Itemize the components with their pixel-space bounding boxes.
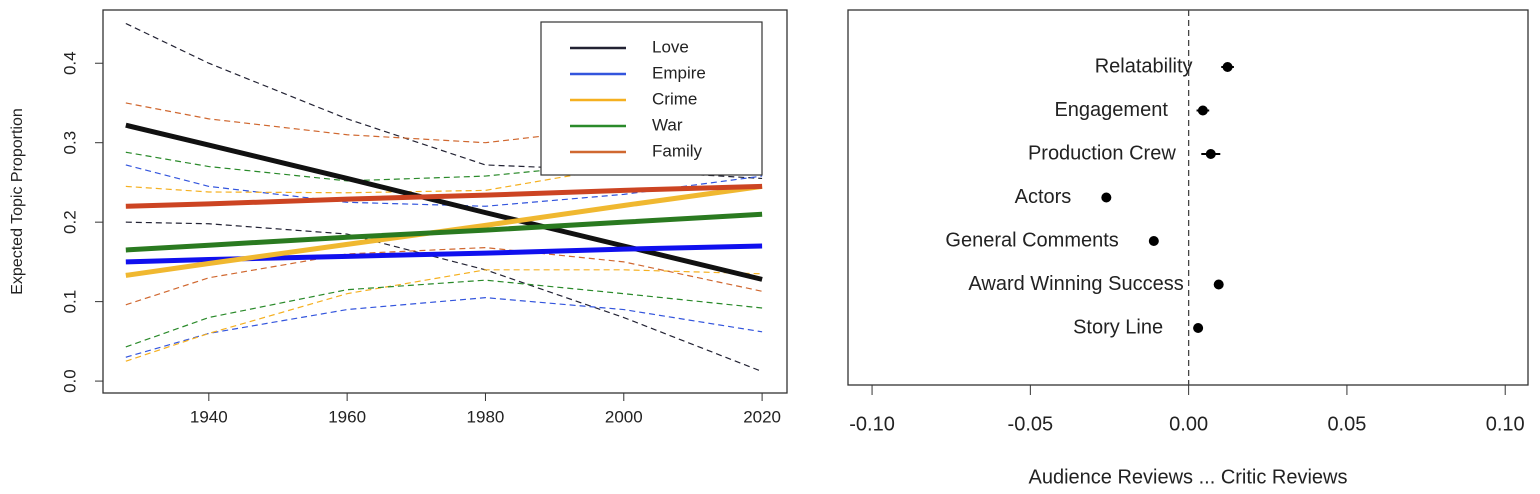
x-tick-label: 0.00 <box>1169 413 1208 435</box>
confidence-band <box>125 221 763 373</box>
category-label: Relatability <box>1095 55 1193 77</box>
point <box>1148 236 1159 246</box>
y-axis-title: Expected Topic Proportion <box>9 108 26 294</box>
confidence-band <box>125 297 763 358</box>
x-tick-label: 2000 <box>605 407 643 426</box>
y-tick-label: 0.4 <box>60 51 79 75</box>
category-label: Story Line <box>1073 316 1163 338</box>
category-label: Production Crew <box>1028 142 1176 164</box>
x-tick-label: 1980 <box>467 407 505 426</box>
x-tick-label: 1940 <box>190 407 228 426</box>
point <box>1197 105 1208 116</box>
legend-label: Empire <box>652 63 706 82</box>
legend-label: Family <box>652 141 703 160</box>
x-axis-title: Audience Reviews ... Critic Reviews <box>1029 466 1348 488</box>
confidence-band <box>125 269 763 362</box>
x-tick-label: -0.05 <box>1008 413 1054 435</box>
y-tick-label: 0.1 <box>60 290 79 314</box>
x-tick-label: 2020 <box>743 407 781 426</box>
y-tick-label: 0.0 <box>60 369 79 393</box>
series-line <box>125 243 763 265</box>
point <box>1213 279 1224 290</box>
point <box>1193 323 1204 333</box>
point <box>1222 62 1233 72</box>
plot-frame <box>102 9 788 394</box>
confidence-band <box>125 22 763 180</box>
category-label: Actors <box>1015 186 1072 208</box>
legend-label: Love <box>652 37 689 56</box>
category-label: General Comments <box>945 229 1118 251</box>
series-line <box>125 183 763 209</box>
series-line <box>125 211 763 253</box>
category-label: Engagement <box>1054 99 1168 121</box>
y-tick-label: 0.2 <box>60 210 79 234</box>
point <box>1101 192 1112 203</box>
x-tick-label: 0.10 <box>1486 413 1525 435</box>
x-tick-label: 0.05 <box>1327 413 1366 435</box>
y-tick-label: 0.3 <box>60 131 79 155</box>
category-label: Award Winning Success <box>968 273 1183 295</box>
confidence-band <box>125 246 763 306</box>
x-tick-label: 1960 <box>328 407 366 426</box>
legend-label: War <box>652 115 683 134</box>
point <box>1205 149 1216 159</box>
legend-label: Crime <box>652 89 697 108</box>
x-tick-label: -0.10 <box>849 413 895 435</box>
confidence-band <box>125 279 763 348</box>
